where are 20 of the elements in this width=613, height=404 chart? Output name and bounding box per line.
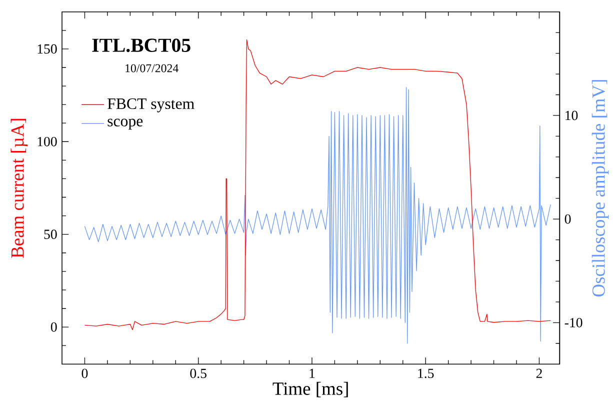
x-axis-title: Time [ms]	[272, 382, 348, 398]
y-axis-title: Beam current [µA]	[10, 119, 28, 258]
text: 10/07/2024	[126, 64, 178, 72]
y-tick-label: 50	[44, 230, 57, 240]
y-tick-label: 0	[50, 322, 57, 332]
legend-label: scope	[108, 118, 143, 130]
legend-label: FBCT system	[108, 98, 194, 112]
y2-tick-label: 10	[566, 110, 578, 120]
x-tick-label: 1	[310, 368, 315, 378]
y2-tick-label: -10	[564, 318, 582, 328]
x-tick-label: 0.5	[190, 368, 206, 378]
x-tick-label: 2	[536, 368, 542, 378]
x-tick-label: 1.5	[418, 368, 434, 378]
line-series	[84, 87, 551, 344]
y-tick-label: 100	[38, 137, 57, 146]
y-tick-label: 150	[38, 44, 57, 54]
y2-axis-title: Oscilloscope amplitude [mV]	[592, 80, 609, 297]
text: ITL.BCT05	[92, 38, 190, 52]
x-tick-label: 0	[82, 368, 88, 378]
y2-tick-label: 0	[564, 214, 571, 224]
